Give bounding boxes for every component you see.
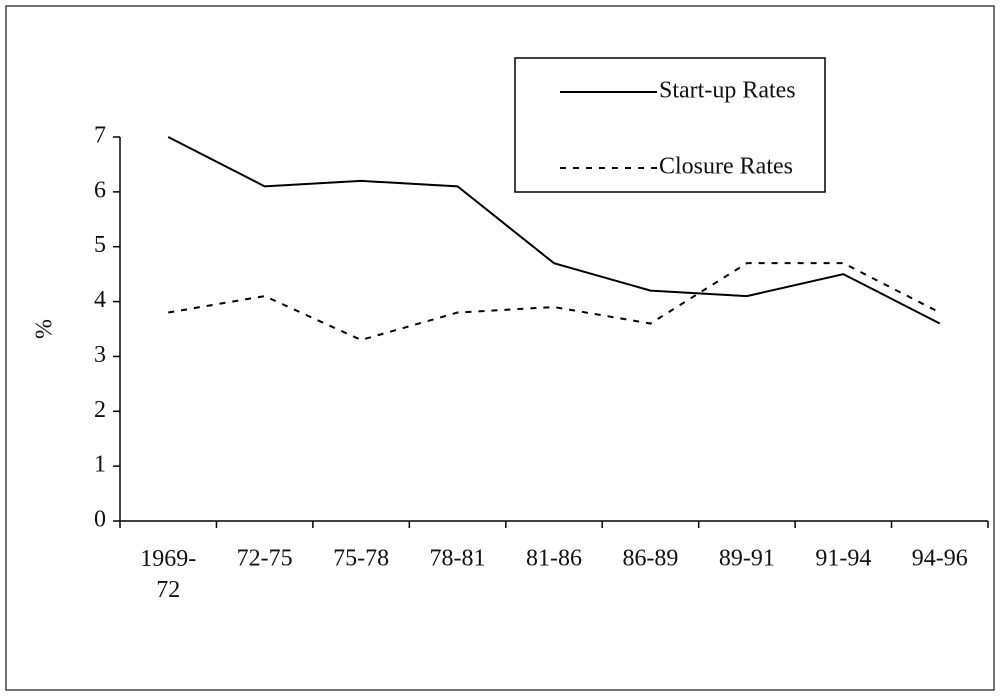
x-tick-label-line: 1969- (140, 546, 196, 572)
y-tick-label: 0 (94, 507, 106, 533)
y-tick-label: 4 (94, 287, 106, 313)
x-tick-label: 78-81 (430, 546, 486, 572)
x-tick-label: 75-78 (333, 546, 389, 572)
y-tick-label: 2 (94, 397, 106, 423)
y-tick-label: 6 (94, 177, 106, 203)
y-tick-label: 5 (94, 232, 106, 258)
x-tick-label: 89-91 (719, 546, 775, 572)
x-tick-label: 72-75 (237, 546, 293, 572)
x-tick-label: 86-89 (622, 546, 678, 572)
line (167, 136, 941, 325)
legend-label: Closure Rates (659, 154, 793, 180)
x-tick-label: 1969- 72 (140, 546, 196, 603)
x-tick-label: 81-86 (526, 546, 582, 572)
y-tick-label: 1 (94, 452, 106, 478)
frame (5, 5, 995, 691)
line (168, 262, 941, 342)
legend-label: Start-up Rates (659, 78, 796, 104)
y-axis-label: % (32, 319, 58, 339)
y-tick-label: 3 (94, 342, 106, 368)
x-tick-label: 91-94 (815, 546, 871, 572)
y-tick-label: 7 (94, 123, 106, 149)
x-tick-label-line: 72 (156, 577, 180, 603)
x-tick-label: 94-96 (912, 546, 968, 572)
legend-box (514, 57, 826, 193)
